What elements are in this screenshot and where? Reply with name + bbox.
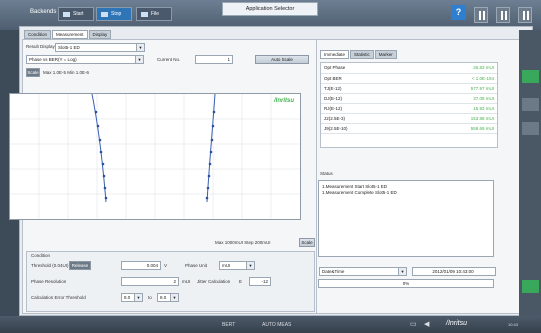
panel-toggle-icon-3[interactable] (518, 7, 532, 23)
bottom-status-bar: BERT AUTO MEAS ▭ ◀ /Inritsu 10:43 (0, 316, 541, 333)
chevron-down-icon: ▼ (134, 294, 142, 301)
tab-statistic[interactable]: Statistic (350, 50, 374, 59)
monitor-icon (63, 11, 70, 17)
ber-plot: /Inritsu (9, 93, 301, 220)
table-row: Opt Phase 26.83 mUI (321, 63, 497, 74)
chevron-down-icon: ▼ (246, 262, 254, 269)
sound-icon: ◀ (424, 321, 430, 328)
stop-button[interactable]: Stop (96, 7, 132, 21)
threshold-unit: V (164, 263, 168, 268)
status-line: 1.Measurement Start Slot5-1 ED (322, 184, 388, 189)
current-no-input[interactable]: 1 (195, 55, 233, 64)
jitter-calc-label: Jitter Calculation (197, 279, 231, 284)
chevron-down-icon: ▼ (135, 56, 143, 63)
table-row: J2(2.5E-3) 153.88 mUI (321, 113, 497, 124)
panel-toggle-icon[interactable] (474, 7, 488, 23)
result-display-select[interactable]: Slot5-1 ED ▼ (55, 43, 145, 52)
status-label: Status (320, 171, 333, 176)
table-row: TJ(E-12) 577.97 mUI (321, 83, 497, 94)
tab-marker[interactable]: Marker (374, 50, 397, 59)
calc-error-label: Calculation Error Threshold (31, 295, 86, 300)
status-log: 1.Measurement Start Slot5-1 ED 1.Measure… (318, 180, 494, 257)
tab-immediate[interactable]: Immediate (320, 50, 350, 59)
threshold-label: Threshold (0.04UI) (31, 263, 69, 268)
date-time-value: 2012/01/09 10:43:00 (412, 267, 496, 276)
max-step-label: Max 1000mUI Step 200mUI (215, 240, 271, 245)
screen-icon: ▭ (410, 321, 417, 328)
auto-scale-button[interactable]: Auto Scale (255, 55, 309, 64)
phase-unit-select[interactable]: mUI ▼ (219, 261, 255, 270)
ber-plot-svg (10, 94, 300, 219)
calc-to-label: to (148, 295, 152, 300)
tab-measurement[interactable]: Measurement (52, 30, 88, 39)
right-toolbar (519, 30, 541, 316)
condition-header: Condition (31, 253, 51, 258)
date-time-select[interactable]: Date&Time ▼ (319, 267, 407, 276)
bert-label: BERT (222, 322, 236, 328)
panel-toggle-icon-2[interactable] (496, 7, 510, 23)
plot-brand-logo: /Inritsu (273, 98, 294, 104)
main-tabs: Condition Measurement Display (24, 30, 112, 39)
threshold-input[interactable]: 0.004 (121, 261, 161, 270)
jitter-exponent-input[interactable]: -12 (249, 277, 271, 286)
application-selector[interactable]: Application Selector (222, 2, 318, 16)
condition-group: Condition Threshold (0.04UI) Release 0.0… (26, 251, 315, 312)
auto-meas-label: AUTO MEAS (262, 322, 292, 328)
phase-resolution-input[interactable]: 2 (121, 277, 179, 286)
tool-button-2[interactable] (522, 98, 539, 111)
help-button[interactable]: ? (451, 5, 466, 20)
phase-unit-label: Phase Unit (185, 263, 208, 268)
z-button[interactable] (522, 280, 539, 293)
table-row: J9(2.5E-10) 558.69 mUI (321, 123, 497, 134)
scale-button[interactable]: Scale (26, 68, 40, 77)
app-brand: Backends (30, 9, 57, 15)
release-button[interactable]: Release (69, 261, 91, 270)
phase-resolution-label: Phase Resolution (31, 279, 67, 284)
progress-bar: 0% (318, 279, 494, 288)
table-row: DJ(E-12) 37.08 mUI (321, 93, 497, 104)
graph-type-select[interactable]: Phase vs BER(Y = Log) ▼ (26, 55, 144, 64)
table-row: Opt BER < 1.0E-194 (321, 73, 497, 84)
current-no-label: Current No. (157, 57, 181, 62)
scale-info: Max 1.0E-5 Min 1.0E-6 (43, 70, 90, 75)
calc-error-from-select[interactable]: 8.0 ▼ (121, 293, 143, 302)
chevron-down-icon: ▼ (170, 294, 178, 301)
ber-curve-right (206, 94, 216, 203)
results-tabs: Immediate Statistic Marker (320, 50, 397, 59)
summary-button[interactable] (522, 70, 539, 83)
result-display-label: Result Display (26, 44, 55, 49)
start-button[interactable]: Start (58, 7, 94, 21)
tool-button-3[interactable] (522, 122, 539, 135)
file-button[interactable]: File (136, 7, 172, 21)
tab-condition[interactable]: Condition (24, 30, 52, 39)
phase-resolution-unit: mUI (182, 279, 191, 284)
footer-brand-logo: /Inritsu (446, 320, 468, 327)
title-bar: Backends Start Stop File Application Sel… (0, 0, 541, 30)
table-row: RJ(E-12) 16.93 mUI (321, 103, 497, 114)
monitor-icon (101, 11, 108, 17)
scale-button-2[interactable]: Scale (299, 238, 315, 247)
clock: 10:43 (508, 322, 519, 327)
ber-curve-left (91, 94, 107, 203)
folder-icon (141, 11, 148, 17)
chevron-down-icon: ▼ (398, 268, 406, 275)
chevron-down-icon: ▼ (136, 44, 144, 51)
calc-error-to-select[interactable]: 8.0 ▼ (157, 293, 179, 302)
jitter-e-label: E (239, 279, 243, 284)
tab-display[interactable]: Display (88, 30, 112, 39)
status-line: 1.Measurement Complete Slot5-1 ED (322, 190, 397, 195)
results-table: Opt Phase 26.83 mUI Opt BER < 1.0E-194 TJ(… (320, 62, 498, 148)
